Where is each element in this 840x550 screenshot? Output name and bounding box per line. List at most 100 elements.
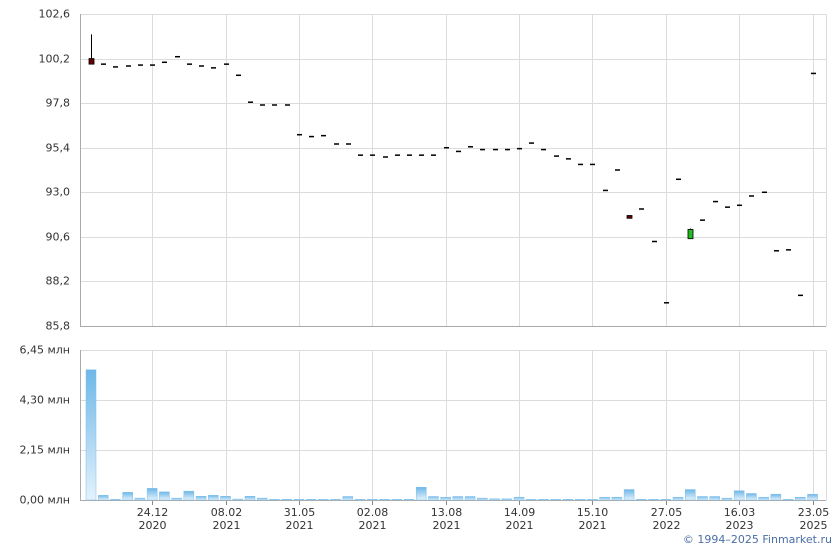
x-tick-label: 13.08 2021	[430, 506, 463, 532]
volume-bar	[269, 499, 280, 501]
volume-bar	[770, 493, 782, 501]
candle-body	[774, 250, 779, 252]
volume-bar	[672, 496, 684, 501]
volume-bar	[746, 493, 757, 501]
candle-body	[346, 143, 351, 145]
candle-body	[88, 58, 95, 65]
x-tick-label: 08.02 2021	[210, 506, 243, 532]
candle-body	[762, 191, 767, 194]
volume-bar	[587, 499, 598, 501]
candle-body	[811, 72, 816, 75]
candle-body	[370, 154, 375, 156]
y-tick-label: 6,45 млн	[19, 344, 70, 357]
x-tick-label: 15.10 2021	[576, 506, 609, 532]
volume-bar	[611, 496, 623, 501]
volume-bar	[110, 499, 121, 501]
candle-body	[468, 146, 473, 148]
candle-body	[578, 163, 583, 166]
candle-body	[309, 135, 314, 138]
candle-body	[383, 156, 388, 158]
volume-bar	[440, 496, 451, 501]
volume-bar	[428, 496, 439, 501]
candle-body	[603, 189, 608, 192]
candle-body	[639, 208, 644, 210]
volume-bar	[489, 498, 500, 501]
volume-bar	[464, 496, 476, 501]
candle-body	[517, 147, 522, 150]
volume-bar	[97, 495, 109, 501]
volume-bar	[636, 499, 647, 501]
credit: © 1994–2025 Finmarket.ru	[682, 533, 832, 546]
volume-bar	[574, 499, 586, 501]
volume-bar	[758, 496, 769, 501]
volume-bar	[733, 490, 745, 501]
y-tick-label: 88,2	[46, 275, 71, 288]
candle-body	[407, 154, 412, 156]
candle-body	[162, 61, 167, 64]
candle-body	[676, 178, 681, 181]
candle-body	[798, 294, 803, 297]
x-tick-label: 16.03 2023	[723, 506, 756, 532]
volume-bar	[122, 492, 133, 501]
volume-bar	[305, 499, 317, 501]
candle-body	[395, 154, 400, 156]
volume-bar	[354, 499, 366, 501]
volume-bar	[159, 491, 170, 501]
volume-bar	[330, 499, 341, 501]
candle-body	[725, 206, 730, 208]
volume-bar	[550, 499, 561, 501]
volume-bar	[477, 497, 488, 501]
candle-body	[199, 65, 204, 67]
volume-bar	[782, 499, 794, 501]
candle-body	[493, 148, 498, 151]
candle-body	[529, 142, 534, 144]
x-tick-label: 27.05 2022	[650, 506, 683, 532]
candle-body	[431, 154, 436, 156]
candle-body	[505, 148, 510, 151]
volume-bar	[526, 499, 537, 501]
volume-bar	[220, 496, 231, 501]
volume-bar	[415, 486, 427, 501]
candle-body	[248, 101, 253, 103]
candle-body	[566, 158, 571, 160]
candle-body	[444, 146, 449, 149]
y-tick-label: 93,0	[46, 186, 71, 199]
volume-bar	[244, 496, 256, 501]
candle-body	[236, 74, 241, 77]
candle-body	[113, 66, 118, 68]
volume-bar	[685, 489, 696, 501]
candle-body	[272, 104, 277, 106]
volume-bar	[195, 496, 207, 501]
candle-body	[749, 195, 754, 197]
candle-body	[737, 204, 742, 207]
candle-body	[175, 55, 180, 58]
volume-bar	[648, 499, 659, 501]
candle-body	[321, 134, 326, 137]
x-tick-label: 24.12 2020	[136, 506, 169, 532]
volume-bar	[795, 496, 806, 501]
volume-bar	[183, 490, 195, 501]
volume-bar	[256, 497, 268, 501]
volume-bar	[367, 499, 378, 501]
x-tick-label: 14.09 2021	[503, 506, 536, 532]
volume-bar	[342, 496, 354, 501]
volume-bar	[807, 493, 818, 501]
volume-bar	[660, 499, 672, 501]
candle-body	[615, 169, 620, 171]
candle-body	[297, 133, 302, 136]
y-tick-label: 4,30 млн	[19, 394, 70, 407]
candle-body	[664, 302, 669, 304]
candle-body	[541, 148, 546, 151]
candle-body	[786, 249, 791, 251]
volume-bar	[146, 488, 158, 501]
y-tick-label: 2,15 млн	[19, 444, 70, 457]
candle-body	[187, 63, 192, 65]
candle-body	[334, 143, 339, 145]
candle-body	[126, 65, 131, 67]
y-tick-label: 102,6	[39, 8, 71, 21]
candle-body	[700, 219, 705, 221]
volume-bar	[134, 497, 146, 501]
volume-bar	[709, 496, 720, 501]
